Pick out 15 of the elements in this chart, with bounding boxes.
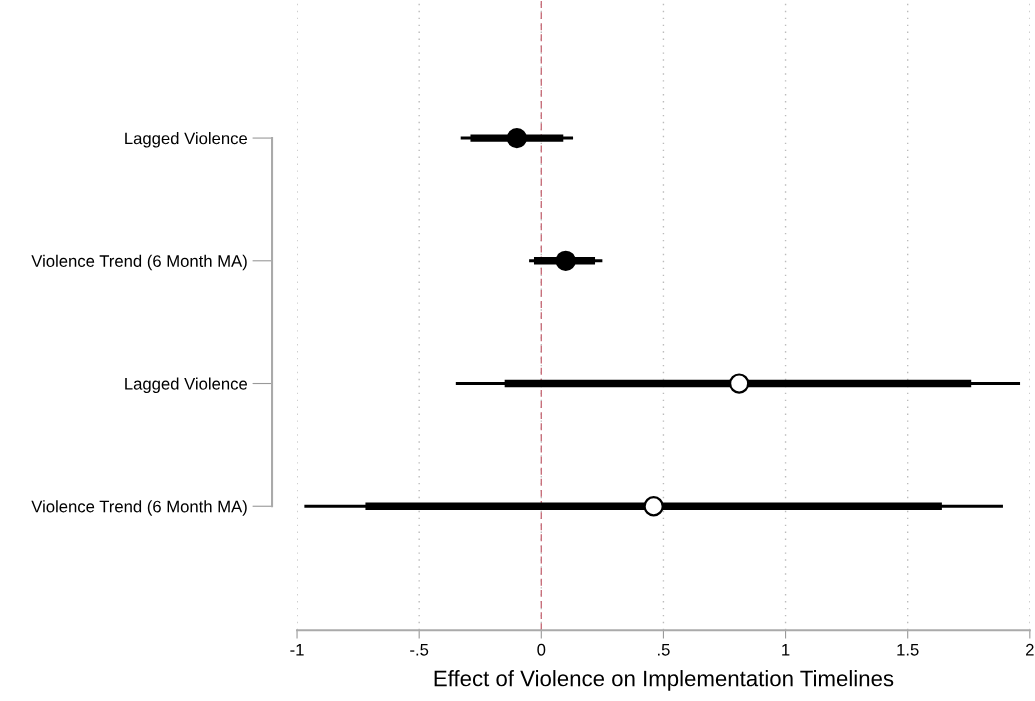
x-tick-label: -.5	[410, 644, 429, 656]
y-tick-label: Lagged Violence	[125, 377, 248, 394]
y-tick-label: Lagged Violence	[125, 132, 248, 148]
x-tick-label: .5	[658, 644, 670, 656]
point	[506, 127, 528, 149]
point	[643, 496, 664, 517]
x-axis-title: Effect of Violence on Implementation Timelines	[434, 670, 894, 691]
y-tick-label: Violence Trend (6 Month MA)	[31, 500, 247, 516]
point	[729, 373, 750, 394]
x-tick-label: 1	[782, 644, 790, 656]
x-tick-label: -1	[290, 644, 304, 656]
x-tick-label: 1.5	[897, 644, 919, 656]
y-tick-label: Violence Trend (6 Month MA)	[31, 254, 247, 271]
x-tick-label: 2	[1026, 643, 1034, 656]
x-tick-label: 0	[537, 643, 546, 656]
